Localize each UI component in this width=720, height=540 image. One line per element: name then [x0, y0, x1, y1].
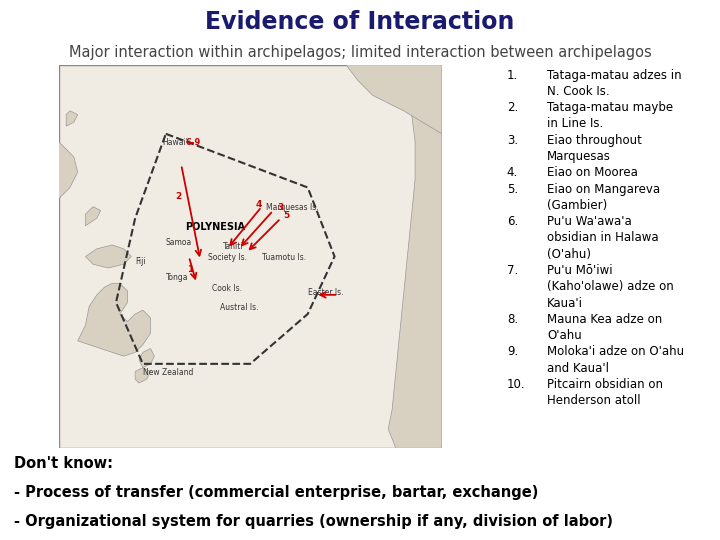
Text: Society Is.: Society Is.	[208, 253, 247, 262]
Text: Tonga: Tonga	[166, 273, 189, 281]
Text: in Line Is.: in Line Is.	[547, 118, 603, 131]
Polygon shape	[86, 207, 101, 226]
Polygon shape	[388, 65, 442, 448]
Text: 6.: 6.	[507, 215, 518, 228]
Text: Tataga-matau maybe: Tataga-matau maybe	[547, 101, 673, 114]
Text: 2: 2	[176, 192, 181, 201]
Text: 8.: 8.	[507, 313, 518, 326]
Polygon shape	[58, 65, 78, 199]
Text: O'ahu: O'ahu	[547, 329, 582, 342]
Text: Marquesas Is.: Marquesas Is.	[266, 204, 318, 213]
Text: Moloka'i adze on O'ahu: Moloka'i adze on O'ahu	[547, 346, 684, 359]
Text: and Kaua'l: and Kaua'l	[547, 362, 609, 375]
Text: POLYNESIA: POLYNESIA	[185, 221, 245, 232]
Text: Marquesas: Marquesas	[547, 150, 611, 163]
Polygon shape	[78, 284, 150, 356]
Text: (O'ahu): (O'ahu)	[547, 248, 591, 261]
Text: Mauna Kea adze on: Mauna Kea adze on	[547, 313, 662, 326]
Polygon shape	[346, 65, 442, 134]
Text: Pu'u Mō'iwi: Pu'u Mō'iwi	[547, 264, 613, 277]
Text: Major interaction within archipelagos; limited interaction between archipelagos: Major interaction within archipelagos; l…	[68, 45, 652, 60]
Text: N. Cook Is.: N. Cook Is.	[547, 85, 610, 98]
Text: 4.: 4.	[507, 166, 518, 179]
Text: - Process of transfer (commercial enterprise, bartar, exchange): - Process of transfer (commercial enterp…	[14, 485, 539, 500]
Text: Eiao throughout: Eiao throughout	[547, 134, 642, 147]
Text: Cook Is.: Cook Is.	[212, 284, 242, 293]
Text: 1.: 1.	[507, 69, 518, 82]
Text: Pu'u Wa'awa'a: Pu'u Wa'awa'a	[547, 215, 632, 228]
Text: 2.: 2.	[507, 101, 518, 114]
Text: Kaua'i: Kaua'i	[547, 296, 583, 309]
Text: (Gambier): (Gambier)	[547, 199, 608, 212]
Text: Pitcairn obsidian on: Pitcairn obsidian on	[547, 378, 663, 391]
Text: 10.: 10.	[507, 378, 526, 391]
Text: Tahiti: Tahiti	[223, 242, 244, 251]
Text: Samoa: Samoa	[166, 238, 192, 247]
Polygon shape	[86, 245, 131, 268]
Text: 7.: 7.	[507, 264, 518, 277]
Text: obsidian in Halawa: obsidian in Halawa	[547, 232, 659, 245]
Text: Tataga-matau adzes in: Tataga-matau adzes in	[547, 69, 682, 82]
Text: 1: 1	[187, 265, 193, 274]
Text: - Organizational system for quarries (ownership if any, division of labor): - Organizational system for quarries (ow…	[14, 514, 613, 529]
Text: New Zealand: New Zealand	[143, 368, 193, 377]
Text: Henderson atoll: Henderson atoll	[547, 394, 641, 407]
Text: Austral Is.: Austral Is.	[220, 303, 258, 312]
Text: Fiji: Fiji	[135, 257, 146, 266]
Text: (Kaho'olawe) adze on: (Kaho'olawe) adze on	[547, 280, 674, 293]
Text: 3: 3	[277, 204, 283, 213]
Text: Hawai'i: Hawai'i	[162, 138, 190, 147]
Text: 5.: 5.	[507, 183, 518, 195]
Text: 3.: 3.	[507, 134, 518, 147]
Polygon shape	[135, 368, 150, 383]
Text: 5: 5	[283, 211, 289, 220]
Polygon shape	[139, 348, 154, 368]
Text: 4: 4	[256, 200, 262, 208]
Text: 9.: 9.	[507, 346, 518, 359]
Text: 6-9: 6-9	[185, 138, 200, 147]
Text: Don't know:: Don't know:	[14, 456, 113, 470]
Text: Evidence of Interaction: Evidence of Interaction	[205, 10, 515, 33]
Text: Eiao on Moorea: Eiao on Moorea	[547, 166, 638, 179]
Text: Tuamotu Is.: Tuamotu Is.	[261, 253, 306, 262]
Text: Eiao on Mangareva: Eiao on Mangareva	[547, 183, 660, 195]
Polygon shape	[66, 111, 78, 126]
Text: Easter Is.: Easter Is.	[307, 288, 343, 297]
